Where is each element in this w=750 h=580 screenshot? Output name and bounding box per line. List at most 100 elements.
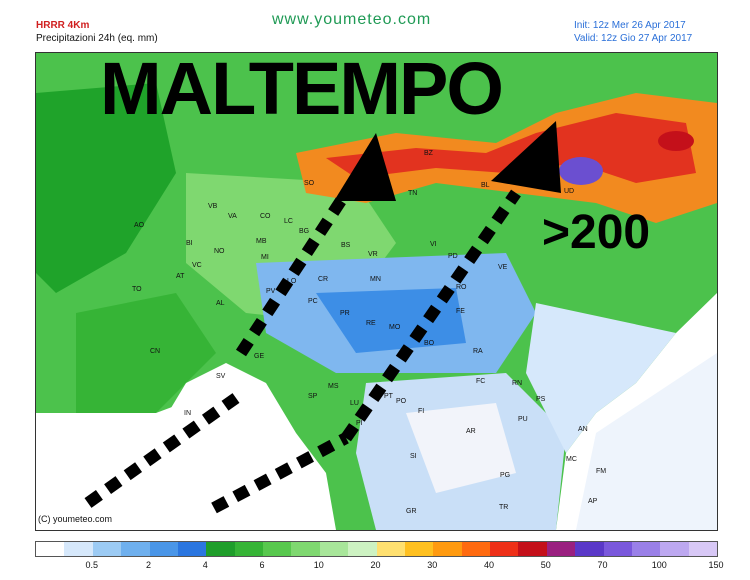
storm-path-arrows [84,189,521,514]
legend-swatch [603,542,632,556]
city-label: PR [340,310,350,317]
legend-tick: 4 [202,560,208,570]
legend-tick: 150 [708,560,724,570]
city-label: LO [287,278,297,285]
city-label: NO [214,248,225,255]
city-label: MN [370,276,381,283]
city-label: AP [588,498,598,505]
legend-swatch [404,542,434,556]
legend-swatch [291,542,320,556]
city-label: VE [498,264,508,271]
legend-swatch [546,542,576,556]
legend-tick: 100 [651,560,667,570]
city-label: RE [366,320,376,327]
precipitation-legend [35,541,718,557]
city-label: TR [499,504,508,511]
city-label: RN [512,380,522,387]
legend-swatch [64,542,93,556]
city-label: PI [356,420,363,427]
overlay-title: MALTEMPO [100,47,504,130]
copyright-label: (C) youmeteo.com [38,514,113,524]
city-label: VR [368,251,378,258]
legend-tick: 70 [597,560,608,570]
legend-swatch [376,542,405,556]
legend-swatch [36,542,65,556]
legend-swatch [688,542,717,556]
legend-swatch [234,542,263,556]
city-label: BI [186,240,193,247]
legend-swatch [319,542,349,556]
site-url[interactable]: www.youmeteo.com [272,11,432,28]
city-label: MO [389,324,401,331]
legend-tick: 40 [483,560,495,570]
legend-swatch [660,542,689,556]
init-time: Init: 12z Mer 26 Apr 2017 [574,20,686,31]
city-label: TO [132,286,142,293]
city-label: MC [566,456,577,463]
city-label: FM [596,468,606,475]
city-label: AO [134,222,145,229]
city-label: CO [260,213,271,220]
city-label: IN [184,410,191,417]
legend-tick: 20 [370,560,381,570]
city-label: SO [304,180,315,187]
city-label: FE [456,308,465,315]
legend-swatch [518,542,547,556]
city-label: GE [254,353,264,360]
city-label: FC [476,378,485,385]
city-label: BZ [424,150,434,157]
city-label: VC [192,262,202,269]
legend-swatch [461,542,490,556]
legend-tick: 10 [313,560,324,570]
legend-ticks: 0.5 2 4 6 10 20 30 40 50 70 100 150 [35,560,723,574]
city-label: FI [418,408,424,415]
city-label: VA [228,213,237,220]
city-label: UD [564,188,574,195]
city-label: AR [466,428,476,435]
city-label: SP [308,393,318,400]
legend-swatch [177,542,207,556]
legend-tick: 6 [259,560,265,570]
city-label: MI [261,254,269,261]
arrow-head-right [491,121,561,193]
legend-swatch [121,542,150,556]
overlay-amount: >200 [542,206,651,259]
legend-tick: 2 [145,560,152,570]
city-label: AN [578,426,588,433]
legend-swatch [490,542,519,556]
legend-swatch [575,542,604,556]
city-label: PU [518,416,528,423]
map-canvas: SO BZ TN BL UD VB AO BI VA CO LC MB MI B… [36,53,717,530]
city-label: CR [318,276,328,283]
city-label: PC [308,298,318,305]
model-label: HRRR 4Km [36,20,90,31]
city-label: PO [396,398,407,405]
legend-swatch [149,542,178,556]
legend-tick: 50 [540,560,551,570]
city-label: AT [176,273,185,280]
city-label: BL [481,182,490,189]
city-label: RA [473,348,483,355]
city-label: CN [150,348,160,355]
city-label: BO [424,340,435,347]
legend-swatch [348,542,377,556]
city-label: VB [208,203,218,210]
legend-swatch [92,542,122,556]
city-label: LC [284,218,293,225]
city-label: AL [216,300,225,307]
field-label: Precipitazioni 24h (eq. mm) [36,33,158,44]
city-label: TN [408,190,417,197]
city-label: PD [448,253,458,260]
city-labels: SO BZ TN BL UD VB AO BI VA CO LC MB MI B… [132,150,606,515]
city-label: PS [536,396,546,403]
city-label: PV [266,288,276,295]
city-label: LU [350,400,359,407]
legend-swatch [263,542,292,556]
valid-time: Valid: 12z Gio 27 Apr 2017 [574,33,693,44]
city-label: BS [341,242,351,249]
precipitation-map: SO BZ TN BL UD VB AO BI VA CO LC MB MI B… [35,52,718,531]
legend-tick: 30 [427,560,438,570]
legend-swatch [631,542,661,556]
city-label: RO [456,284,467,291]
arrow-head-left [334,133,396,201]
